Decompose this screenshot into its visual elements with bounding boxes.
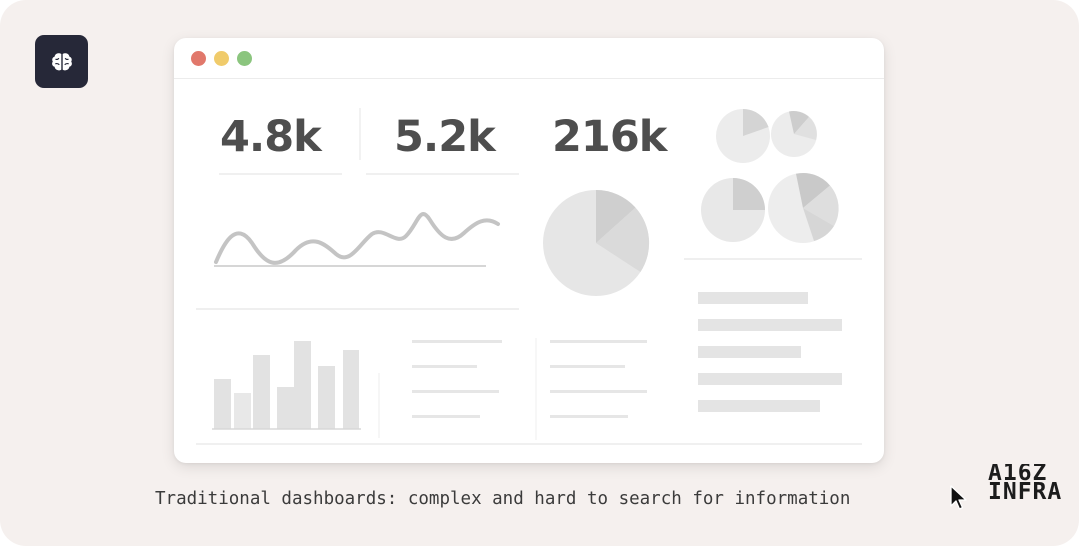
small-pie-chart	[716, 108, 770, 163]
brain-icon	[51, 52, 72, 70]
h-bar	[698, 346, 801, 358]
h-bar	[698, 373, 842, 385]
list-line	[550, 415, 628, 418]
bar	[253, 355, 270, 429]
h-bar	[698, 319, 842, 331]
list-line	[550, 365, 625, 368]
list-line	[412, 390, 499, 393]
small-pie-chart	[701, 178, 765, 242]
metric-value: 216k	[552, 112, 667, 162]
pie-slice	[743, 108, 769, 136]
metric-value: 5.2k	[394, 112, 496, 162]
pie-slice	[733, 178, 765, 210]
metric-value: 4.8k	[220, 112, 322, 162]
horizontal-bar-list	[698, 292, 842, 412]
close-window-button[interactable]	[191, 51, 206, 66]
bar	[343, 350, 359, 429]
large-pie-chart	[543, 189, 650, 296]
mouse-pointer-icon	[950, 485, 967, 510]
bar	[294, 341, 311, 429]
list-line	[550, 390, 647, 393]
brand-line: A16Z	[988, 464, 1048, 486]
bar	[277, 387, 294, 429]
pie-slice	[789, 111, 809, 134]
pie-slice	[596, 189, 636, 243]
pie-slice	[796, 172, 830, 208]
list-line	[412, 365, 477, 368]
text-list	[412, 340, 502, 418]
small-pie-chart	[768, 172, 839, 243]
dashboard-window: 4.8k 5.2k 216k	[174, 38, 884, 463]
window-titlebar	[174, 38, 884, 79]
small-pie-chart	[771, 111, 817, 157]
maximize-window-button[interactable]	[237, 51, 252, 66]
pie-slice	[596, 207, 650, 272]
dashboard-wireframe	[196, 108, 862, 445]
bar	[234, 393, 251, 429]
app-logo[interactable]	[35, 35, 88, 88]
brand-line: INFRA	[988, 479, 1063, 505]
bar-chart	[212, 341, 361, 430]
list-line	[412, 340, 502, 343]
h-bar	[698, 400, 820, 412]
pie-slice	[794, 117, 817, 140]
brand-logo: A16Z INFRA	[988, 464, 1079, 508]
bar	[318, 366, 335, 429]
pie-slice	[803, 185, 839, 226]
list-line	[550, 340, 647, 343]
bar	[214, 379, 231, 429]
text-list	[550, 340, 647, 418]
minimize-window-button[interactable]	[214, 51, 229, 66]
slide-caption: Traditional dashboards: complex and hard…	[155, 489, 851, 509]
list-line	[412, 415, 480, 418]
trend-line	[214, 212, 500, 265]
h-bar	[698, 292, 808, 304]
pie-slice	[803, 208, 834, 241]
